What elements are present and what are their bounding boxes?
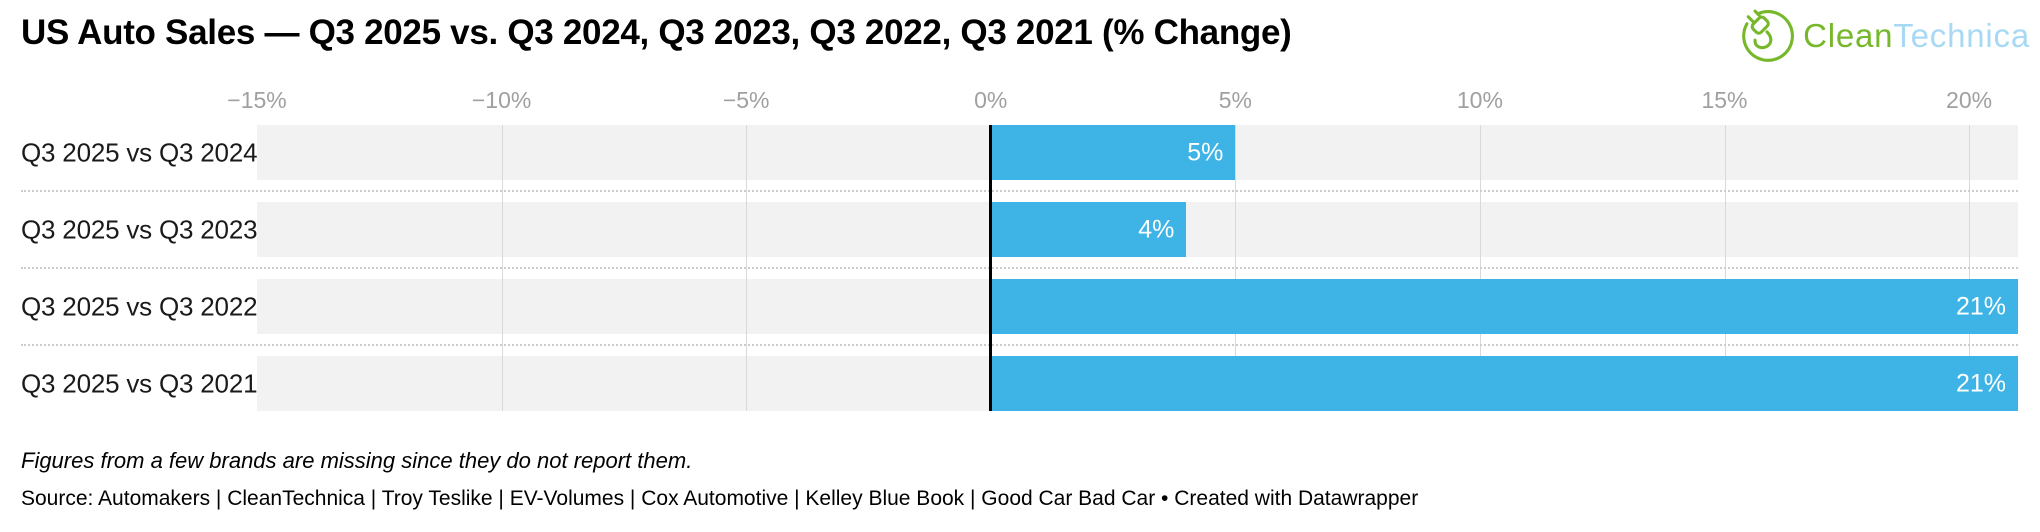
bar-value-label: 5% — [1187, 138, 1224, 166]
cleantechnica-logo[interactable]: CleanTechnica — [1740, 8, 2030, 64]
chart-title: US Auto Sales — Q3 2025 vs. Q3 2024, Q3 … — [21, 13, 1292, 52]
row-category-label: Q3 2025 vs Q3 2022 — [21, 291, 258, 321]
x-tick-label: 10% — [1456, 87, 1503, 113]
bar[interactable]: 4% — [990, 202, 1187, 257]
chart-source: Source: Automakers | CleanTechnica | Tro… — [21, 487, 1419, 510]
x-tick-label: −15% — [227, 87, 287, 113]
chart-note: Figures from a few brands are missing si… — [21, 448, 693, 473]
plug-circle-icon — [1740, 8, 1796, 64]
bar-value-label: 21% — [1955, 369, 2006, 397]
row-category-label: Q3 2025 vs Q3 2024 — [21, 137, 258, 167]
row-separator — [21, 267, 2018, 269]
bar-value-label: 21% — [1955, 292, 2006, 320]
bar[interactable]: 21% — [990, 279, 2018, 334]
row-category-label: Q3 2025 vs Q3 2021 — [21, 368, 258, 398]
zero-axis-line — [989, 125, 993, 411]
x-tick-label: 0% — [974, 87, 1008, 113]
row-category-label: Q3 2025 vs Q3 2023 — [21, 214, 258, 244]
logo-wordmark: CleanTechnica — [1803, 17, 2030, 55]
row-separator — [21, 344, 2018, 346]
logo-text-clean: Clean — [1803, 17, 1894, 54]
x-tick-label: 15% — [1701, 87, 1748, 113]
x-tick-label: 20% — [1946, 87, 1993, 113]
bar-value-label: 4% — [1138, 215, 1175, 243]
x-tick-label: −5% — [722, 87, 770, 113]
x-tick-label: −10% — [471, 87, 532, 113]
bar[interactable]: 5% — [990, 125, 1236, 180]
x-tick-label: 5% — [1218, 87, 1252, 113]
logo-text-technica: Technica — [1893, 17, 2030, 54]
row-separator — [21, 190, 2018, 192]
bar[interactable]: 21% — [990, 356, 2018, 411]
